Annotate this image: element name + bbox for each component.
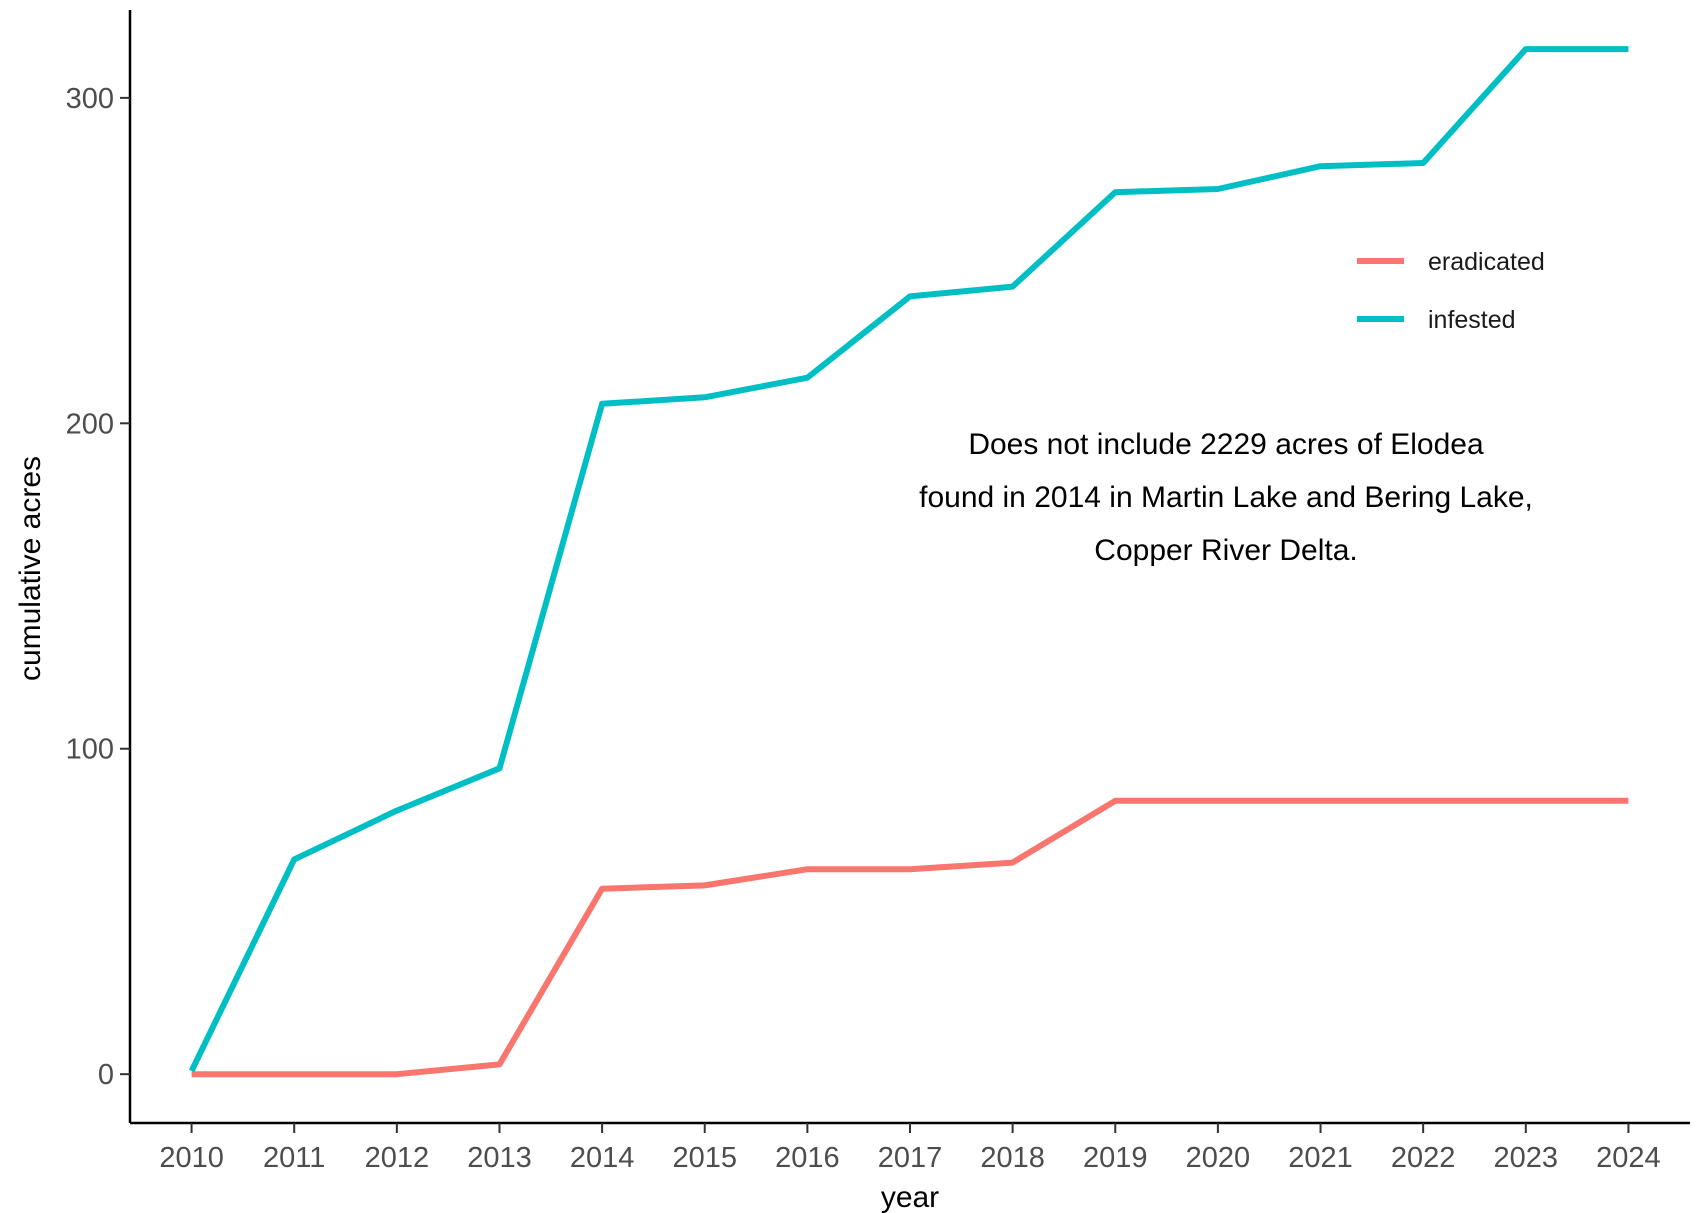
axes: 0 100 200 300 2010 2011 2012 2013 2014 2015 2016 20… bbox=[66, 10, 1690, 1174]
x-tick-label: 2021 bbox=[1288, 1142, 1353, 1174]
y-tick-label: 100 bbox=[66, 734, 114, 766]
x-tick-label: 2014 bbox=[570, 1142, 635, 1174]
series-line-infested bbox=[188, 46, 1629, 1073]
x-tick-label: 2020 bbox=[1186, 1142, 1251, 1174]
x-tick-label: 2023 bbox=[1494, 1142, 1559, 1174]
annotation-line: Does not include 2229 acres of Elodea bbox=[968, 428, 1484, 461]
x-tick-label: 2024 bbox=[1596, 1142, 1661, 1174]
annotation-note: Does not include 2229 acres of Elodea fou… bbox=[919, 428, 1533, 567]
annotation-line: found in 2014 in Martin Lake and Bering … bbox=[919, 481, 1533, 514]
legend-label-infested: infested bbox=[1428, 306, 1516, 334]
y-tick-label: 300 bbox=[66, 83, 114, 115]
x-tick-label: 2016 bbox=[775, 1142, 840, 1174]
x-tick-label: 2010 bbox=[159, 1142, 224, 1174]
x-tick-label: 2022 bbox=[1391, 1142, 1456, 1174]
y-tick-label: 0 bbox=[98, 1059, 114, 1091]
y-tick-label: 200 bbox=[66, 408, 114, 440]
annotation-line: Copper River Delta. bbox=[1094, 534, 1357, 567]
x-tick-label: 2018 bbox=[980, 1142, 1045, 1174]
x-tick-label: 2011 bbox=[263, 1142, 325, 1174]
x-tick-label: 2015 bbox=[672, 1142, 737, 1174]
x-tick-label: 2012 bbox=[365, 1142, 430, 1174]
y-axis-title: cumulative acres bbox=[14, 456, 47, 681]
x-tick-label: 2013 bbox=[467, 1142, 532, 1174]
x-tick-label: 2017 bbox=[878, 1142, 943, 1174]
legend-label-eradicated: eradicated bbox=[1428, 248, 1545, 276]
series-line-eradicated bbox=[191, 797, 1629, 1078]
legend: eradicated infested bbox=[1357, 248, 1545, 334]
x-tick-label: 2019 bbox=[1083, 1142, 1148, 1174]
series-lines bbox=[188, 46, 1629, 1078]
x-axis-title: year bbox=[881, 1181, 939, 1213]
